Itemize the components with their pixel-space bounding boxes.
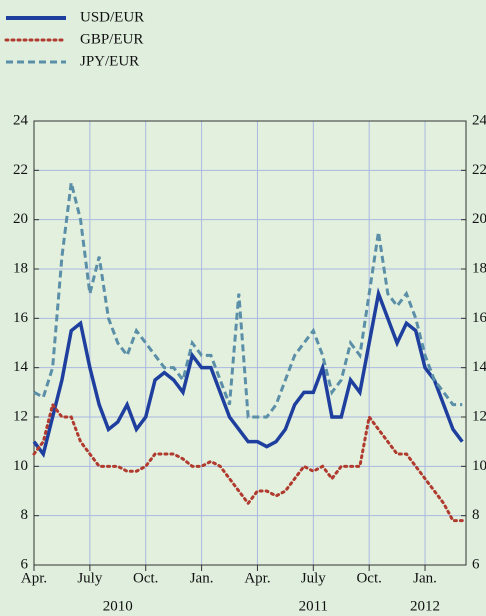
y-tick-label: 6 (21, 556, 29, 572)
y-tick-label: 22 (13, 162, 28, 178)
y-tick-label: 12 (13, 408, 28, 424)
y2-tick-label: 6 (472, 556, 480, 572)
y2-tick-label: 10 (472, 458, 486, 474)
plot-frame (33, 120, 467, 566)
y-tick-label: 16 (13, 310, 29, 326)
x-tick-label: Jan. (413, 570, 437, 586)
x-tick-label: July (301, 570, 327, 586)
x-tick-label: Apr. (21, 570, 47, 586)
y-tick-label: 24 (13, 112, 29, 128)
x-tick-label: Oct. (356, 570, 381, 586)
y2-tick-label: 12 (472, 408, 486, 424)
y2-tick-label: 8 (472, 507, 480, 523)
plot-area (34, 121, 466, 565)
legend-label: GBP/EUR (80, 31, 143, 47)
x-tick-label: Apr. (244, 570, 270, 586)
y2-tick-label: 22 (472, 162, 486, 178)
year-label: 2012 (410, 598, 440, 614)
legend-label: JPY/EUR (80, 53, 139, 69)
year-label: 2010 (103, 598, 133, 614)
year-label: 2011 (299, 598, 328, 614)
series-line (32, 401, 464, 523)
x-tick-label: Jan. (190, 570, 214, 586)
y2-tick-label: 16 (472, 310, 486, 326)
y2-tick-label: 18 (472, 260, 486, 276)
series-line (33, 182, 463, 419)
x-tick-label: Oct. (133, 570, 158, 586)
y-tick-label: 14 (13, 359, 29, 375)
series-line (32, 287, 464, 458)
y2-tick-label: 14 (472, 359, 486, 375)
y-tick-label: 10 (13, 458, 28, 474)
y-tick-label: 20 (13, 211, 28, 227)
y-tick-label: 18 (13, 260, 28, 276)
y2-tick-label: 20 (472, 211, 486, 227)
legend-label: USD/EUR (80, 9, 144, 25)
x-tick-label: July (77, 570, 103, 586)
y2-tick-label: 24 (472, 112, 486, 128)
y-tick-label: 8 (21, 507, 29, 523)
